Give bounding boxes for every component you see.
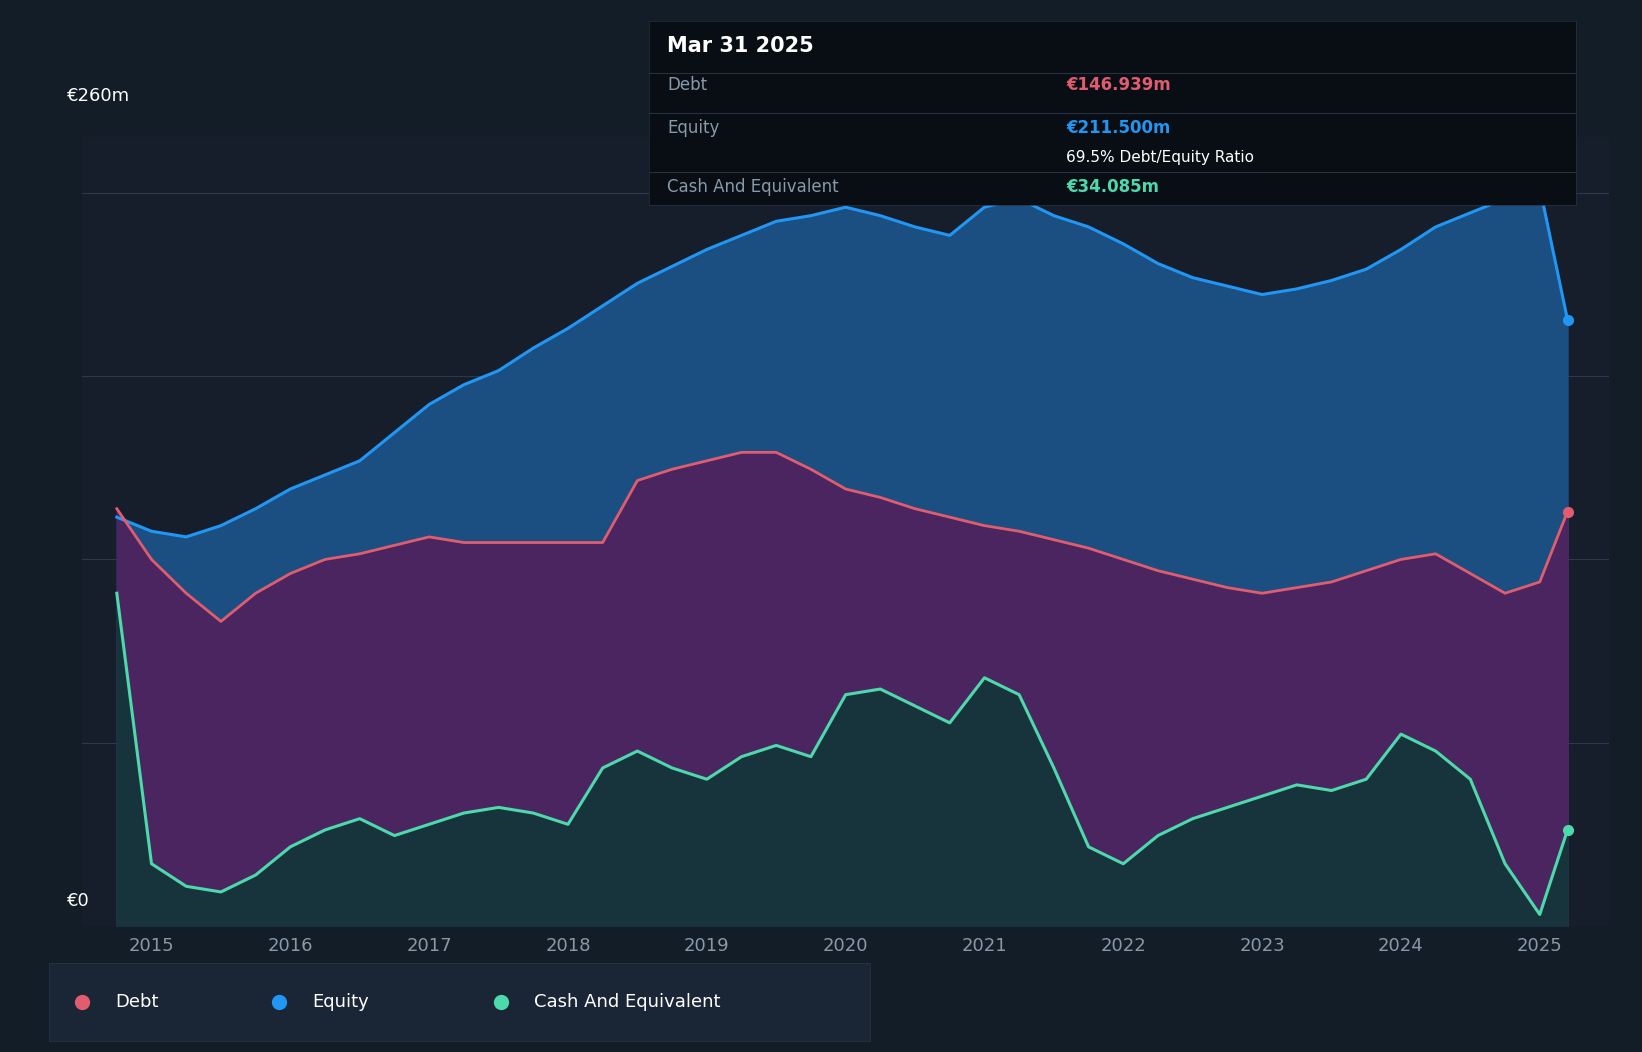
Text: €146.939m: €146.939m <box>1066 77 1171 95</box>
Text: Debt: Debt <box>667 77 708 95</box>
Text: Debt: Debt <box>115 993 158 1011</box>
Text: €260m: €260m <box>67 87 130 105</box>
Text: Mar 31 2025: Mar 31 2025 <box>667 36 814 56</box>
Text: Cash And Equivalent: Cash And Equivalent <box>534 993 721 1011</box>
Text: 69.5% Debt/Equity Ratio: 69.5% Debt/Equity Ratio <box>1066 149 1254 165</box>
Text: Equity: Equity <box>667 119 719 137</box>
Text: €34.085m: €34.085m <box>1066 178 1159 196</box>
Text: €0: €0 <box>67 892 90 910</box>
Text: Equity: Equity <box>312 993 369 1011</box>
Text: Cash And Equivalent: Cash And Equivalent <box>667 178 839 196</box>
Text: €211.500m: €211.500m <box>1066 119 1171 137</box>
